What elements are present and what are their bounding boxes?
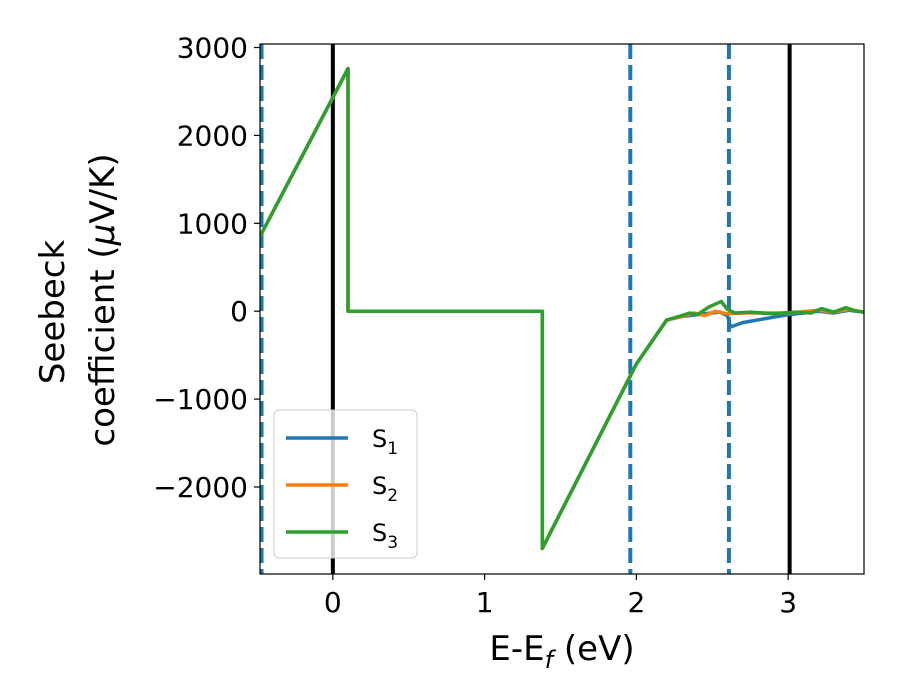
legend-label: S1 <box>372 425 398 459</box>
y-tick-label: 3000 <box>177 32 248 65</box>
legend: S1 S2 S3 <box>273 409 418 559</box>
x-axis-title-unit: (eV) <box>553 629 635 669</box>
legend-label: S2 <box>372 472 398 506</box>
y-tick-label: −2000 <box>153 471 248 504</box>
data-series <box>260 66 864 551</box>
y-tick-label: 2000 <box>177 119 248 152</box>
y-tick-label: 0 <box>230 295 248 328</box>
y-axis-ticks: −2000 −1000 0 1000 2000 3000 <box>153 32 260 504</box>
x-tick-label: 0 <box>324 586 342 619</box>
x-axis-title-main: E-E <box>489 629 544 669</box>
y-tick-label: −1000 <box>153 383 248 416</box>
legend-label: S3 <box>372 519 398 553</box>
x-axis-ticks: 0 1 2 3 <box>324 574 797 619</box>
x-axis-title: E-Ef (eV) <box>489 629 634 674</box>
plot-frame <box>259 43 865 575</box>
y-axis-title-unit: V/K) <box>83 153 123 223</box>
y-axis-title-mu: μ <box>83 224 123 247</box>
x-tick-label: 3 <box>779 586 797 619</box>
y-axis-title-text: coefficient ( <box>83 245 123 446</box>
series-line-S3 <box>260 66 864 551</box>
y-axis-title-line1: Seebeck <box>33 240 73 385</box>
y-axis-title-line2: coefficient (μV/K) <box>83 153 123 446</box>
y-tick-label: 1000 <box>177 207 248 240</box>
x-tick-label: 2 <box>627 586 645 619</box>
x-tick-label: 1 <box>476 586 494 619</box>
